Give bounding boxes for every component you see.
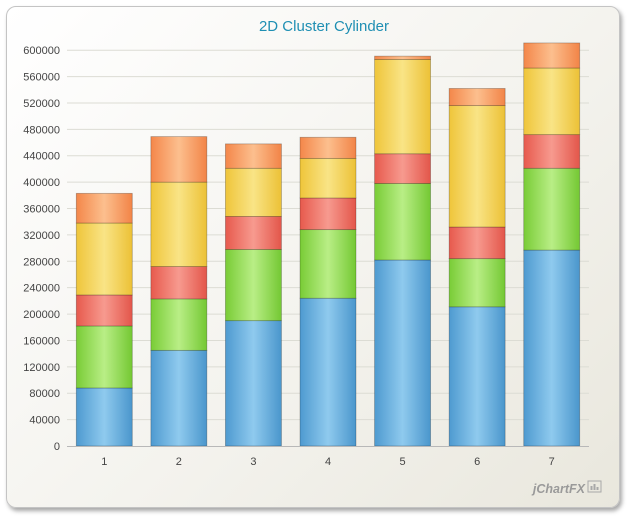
bar-segment (150, 181, 208, 267)
bar-segment (150, 136, 208, 183)
y-tick-label: 320000 (23, 230, 60, 242)
y-tick-label: 400000 (23, 177, 60, 189)
y-tick-label: 360000 (23, 204, 60, 216)
chart-panel: 2D Cluster Cylinder 0 40000 80000 120000 160… (6, 6, 620, 508)
y-tick-label: 480000 (23, 124, 60, 136)
bar-segment (374, 259, 431, 447)
bar-stack (150, 136, 208, 447)
bar-stack (448, 88, 506, 447)
bar-segment (523, 249, 581, 447)
y-axis-ticks: 0 40000 80000 120000 160000 200000 240000 28000… (23, 45, 60, 453)
y-tick-label: 240000 (23, 283, 60, 295)
x-tick-label: 5 (400, 456, 406, 468)
x-tick-label: 4 (325, 456, 331, 468)
bar-segment (448, 258, 506, 308)
bar-stack (75, 192, 133, 447)
x-tick-label: 3 (250, 456, 256, 468)
y-tick-label: 160000 (23, 335, 60, 347)
bar-segment (75, 294, 133, 327)
bar-segment (75, 192, 133, 224)
bar-segment (374, 55, 431, 60)
bar-segment (523, 167, 581, 251)
x-tick-label: 7 (549, 456, 555, 468)
y-tick-label: 80000 (29, 388, 60, 400)
bar-segment (374, 59, 431, 155)
bar-segment (523, 134, 581, 169)
x-tick-label: 1 (101, 456, 107, 468)
y-tick-label: 40000 (29, 415, 60, 427)
x-tick-label: 6 (474, 456, 480, 468)
bar-segment (448, 88, 506, 107)
y-tick-label: 0 (54, 441, 60, 453)
x-axis-ticks: 1 2 3 4 5 6 7 (101, 456, 555, 468)
jchartfx-logo-icon (587, 480, 602, 493)
bar-segment (150, 298, 208, 351)
y-tick-label: 520000 (23, 98, 60, 110)
bar-segment (448, 226, 506, 260)
bar-segment (150, 266, 208, 300)
bar-stack (523, 42, 581, 447)
y-tick-label: 200000 (23, 309, 60, 321)
bar-segment (299, 157, 357, 199)
bar-segment (299, 297, 357, 447)
bar-segment (374, 153, 431, 184)
y-tick-label: 120000 (23, 362, 60, 374)
bar-segment (448, 306, 506, 447)
y-tick-label: 560000 (23, 72, 60, 84)
bar-segment (299, 136, 357, 159)
bar-segment (225, 249, 282, 322)
bar-segment (299, 229, 357, 299)
bar-segment (523, 67, 581, 136)
y-tick-label: 440000 (23, 151, 60, 163)
bar-segment (75, 387, 133, 447)
chart-title: 2D Cluster Cylinder (259, 18, 389, 35)
bar-stack (299, 136, 357, 447)
jchartfx-watermark: jChartFX (531, 482, 586, 496)
chart-plot: 2D Cluster Cylinder 04000080000120000160… (23, 18, 602, 496)
bar-segment (150, 349, 208, 447)
bar-stack (225, 143, 282, 447)
bar-segment (75, 325, 133, 389)
bar-segment (225, 167, 282, 217)
bar-series (75, 42, 581, 447)
y-tick-label: 280000 (23, 256, 60, 268)
bar-segment (523, 42, 581, 69)
bar-segment (299, 197, 357, 231)
bar-stack (374, 55, 431, 447)
y-tick-label: 600000 (23, 45, 60, 57)
bar-segment (374, 183, 431, 261)
x-tick-label: 2 (176, 456, 182, 468)
bar-segment (448, 105, 506, 228)
bar-segment (225, 216, 282, 250)
bar-segment (225, 143, 282, 169)
bar-segment (75, 222, 133, 296)
bar-segment (225, 320, 282, 447)
